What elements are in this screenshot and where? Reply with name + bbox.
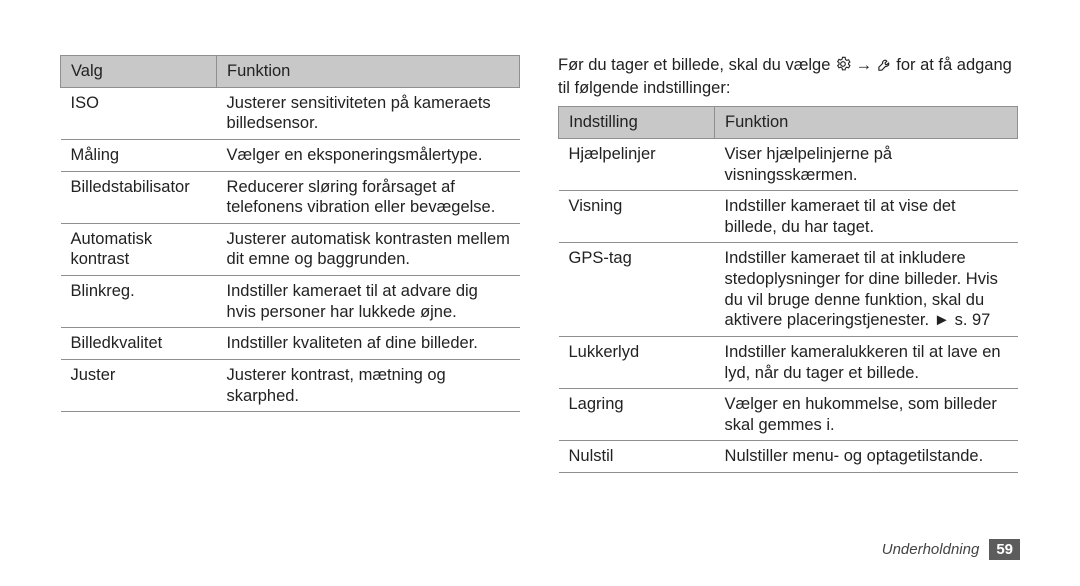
table-row: Nulstil Nulstiller menu- og optagetilsta… — [559, 441, 1018, 473]
footer: Underholdning 59 — [882, 539, 1020, 560]
cell-option: Måling — [61, 139, 217, 171]
table-row: GPS-tag Indstiller kameraet til at inklu… — [559, 243, 1018, 337]
cell-function: Indstiller kameraet til at inkludere ste… — [715, 243, 1018, 337]
footer-section: Underholdning — [882, 541, 980, 558]
table-row: Juster Justerer kontrast, mætning og ska… — [61, 359, 520, 411]
wrench-icon — [877, 57, 892, 78]
gear-icon — [835, 56, 851, 78]
table-row: Lagring Vælger en hukommelse, som billed… — [559, 389, 1018, 441]
cell-option: Juster — [61, 359, 217, 411]
cell-function: Indstiller kvaliteten af dine billeder. — [217, 328, 520, 360]
table-row: Billedkvalitet Indstiller kvaliteten af … — [61, 328, 520, 360]
cell-option: Billedstabilisator — [61, 171, 217, 223]
cell-option: Blinkreg. — [61, 276, 217, 328]
cell-function: Justerer kontrast, mætning og skarphed. — [217, 359, 520, 411]
th-indstilling: Indstilling — [559, 107, 715, 139]
cell-function: Justerer automatisk kontrasten mellem di… — [217, 223, 520, 275]
gps-ref: ► s. 97 — [934, 311, 991, 329]
left-table: Valg Funktion ISO Justerer sensitivitete… — [60, 55, 520, 412]
page: Valg Funktion ISO Justerer sensitivitete… — [0, 0, 1080, 586]
intro-paragraph: Før du tager et billede, skal du vælge →… — [558, 55, 1018, 98]
table-row: Måling Vælger en eksponeringsmålertype. — [61, 139, 520, 171]
page-number: 59 — [989, 539, 1020, 560]
right-column: Før du tager et billede, skal du vælge →… — [558, 55, 1018, 473]
cell-option: Nulstil — [559, 441, 715, 473]
cell-function: Viser hjælpelinjerne på visningsskærmen. — [715, 138, 1018, 190]
cell-option: Visning — [559, 191, 715, 243]
cell-function: Vælger en eksponeringsmålertype. — [217, 139, 520, 171]
cell-option: ISO — [61, 87, 217, 139]
th-funktion: Funktion — [715, 107, 1018, 139]
table-row: Visning Indstiller kameraet til at vise … — [559, 191, 1018, 243]
table-row: Automatisk kontrast Justerer automatisk … — [61, 223, 520, 275]
right-table: Indstilling Funktion Hjælpelinjer Viser … — [558, 106, 1018, 473]
cell-function: Indstiller kameralukkeren til at lave en… — [715, 336, 1018, 388]
cell-option: Billedkvalitet — [61, 328, 217, 360]
table-row: Hjælpelinjer Viser hjælpelinjerne på vis… — [559, 138, 1018, 190]
cell-option: Automatisk kontrast — [61, 223, 217, 275]
cell-function: Indstiller kameraet til at vise det bill… — [715, 191, 1018, 243]
cell-option: Lukkerlyd — [559, 336, 715, 388]
cell-function: Reducerer sløring forårsaget af telefone… — [217, 171, 520, 223]
cell-option: Lagring — [559, 389, 715, 441]
cell-function: Nulstiller menu- og optagetilstande. — [715, 441, 1018, 473]
table-row: Blinkreg. Indstiller kameraet til at adv… — [61, 276, 520, 328]
table-row: ISO Justerer sensitiviteten på kameraets… — [61, 87, 520, 139]
cell-function: Justerer sensitiviteten på kameraets bil… — [217, 87, 520, 139]
intro-mid: → — [851, 56, 877, 74]
table-header-row: Valg Funktion — [61, 56, 520, 88]
cell-function: Vælger en hukommelse, som billeder skal … — [715, 389, 1018, 441]
table-row: Lukkerlyd Indstiller kameralukkeren til … — [559, 336, 1018, 388]
th-funktion: Funktion — [217, 56, 520, 88]
left-column: Valg Funktion ISO Justerer sensitivitete… — [60, 55, 520, 473]
table-header-row: Indstilling Funktion — [559, 107, 1018, 139]
columns: Valg Funktion ISO Justerer sensitivitete… — [60, 55, 1020, 473]
cell-option: GPS-tag — [559, 243, 715, 337]
intro-pre: Før du tager et billede, skal du vælge — [558, 56, 835, 74]
th-valg: Valg — [61, 56, 217, 88]
cell-option: Hjælpelinjer — [559, 138, 715, 190]
table-row: Billedstabilisator Reducerer sløring for… — [61, 171, 520, 223]
cell-function: Indstiller kameraet til at advare dig hv… — [217, 276, 520, 328]
